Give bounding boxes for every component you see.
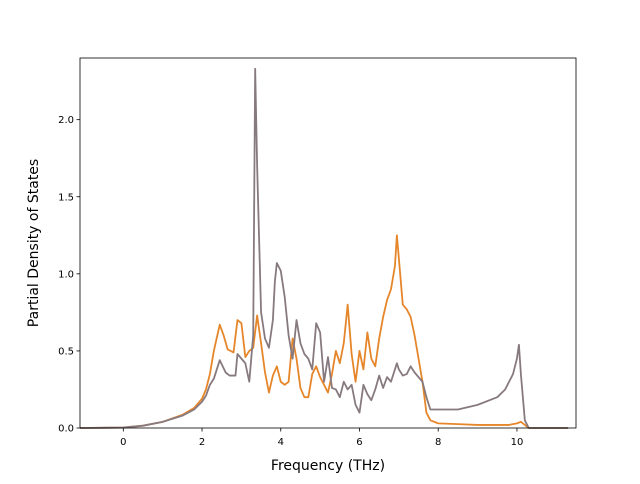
x-tick-label: 6 [356, 437, 362, 448]
x-tick-label: 10 [511, 437, 524, 448]
x-axis-ticks: 0 2 4 6 8 10 [120, 428, 523, 448]
x-axis-label: Frequency (THz) [271, 458, 385, 474]
x-tick-label: 0 [120, 437, 126, 448]
y-axis-ticks: 0.0 0.5 1.0 1.5 2.0 [58, 115, 80, 435]
y-tick-label: 0.5 [58, 346, 74, 357]
series-line-2 [79, 67, 569, 429]
plot-background [80, 58, 576, 428]
y-tick-label: 1.0 [58, 269, 74, 280]
series-line-1 [79, 234, 569, 429]
plot-frame [79, 57, 577, 429]
y-tick-label: 1.5 [58, 192, 74, 203]
x-tick-label: 2 [199, 437, 205, 448]
y-axis-label: Partial Density of States [26, 159, 42, 327]
y-tick-label: 0.0 [58, 424, 74, 435]
x-tick-label: 8 [435, 437, 441, 448]
x-tick-label: 4 [278, 437, 284, 448]
y-tick-label: 2.0 [58, 115, 74, 126]
series-layer [79, 67, 569, 429]
